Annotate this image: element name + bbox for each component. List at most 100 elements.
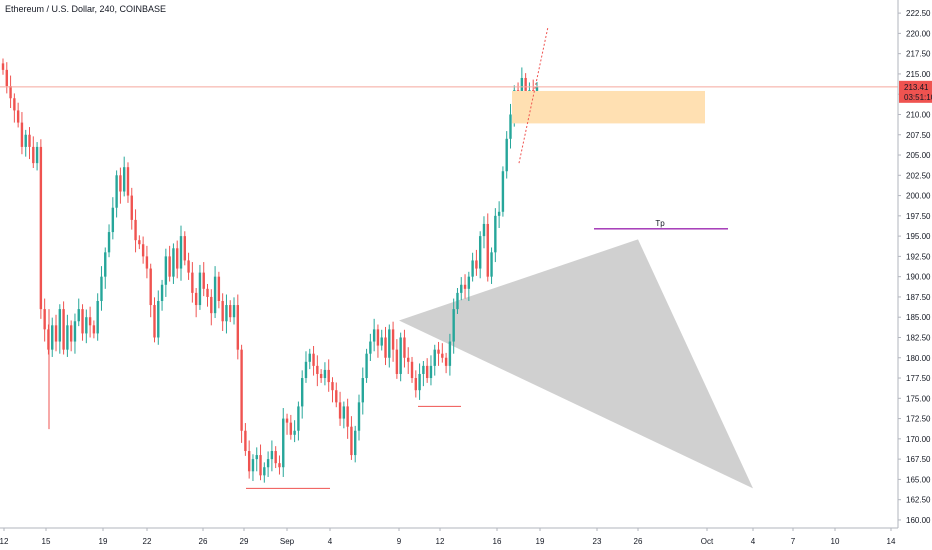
price-tick-label: 185.00 bbox=[906, 313, 931, 322]
candle-body bbox=[232, 305, 236, 318]
candle-body bbox=[240, 349, 243, 431]
candle bbox=[73, 313, 77, 354]
candle bbox=[251, 454, 255, 482]
candle bbox=[407, 347, 410, 374]
price-tick-label: 217.50 bbox=[906, 50, 931, 59]
candle-body bbox=[289, 422, 293, 435]
candle-body bbox=[372, 329, 376, 342]
candle bbox=[448, 333, 452, 376]
candle-body bbox=[35, 146, 39, 164]
candle bbox=[437, 341, 440, 366]
time-tick-label: 4 bbox=[328, 537, 333, 546]
candle bbox=[51, 317, 54, 357]
candle-body bbox=[335, 390, 338, 403]
candle-body bbox=[380, 337, 383, 346]
candle bbox=[338, 391, 342, 426]
time-tick-label: 23 bbox=[593, 537, 602, 546]
candle bbox=[433, 344, 436, 376]
candle bbox=[210, 289, 213, 326]
candle bbox=[478, 231, 482, 279]
price-tick-label: 195.00 bbox=[906, 232, 931, 241]
candle-body bbox=[134, 219, 137, 241]
price-tick-label: 180.00 bbox=[906, 354, 931, 363]
candle-body bbox=[221, 300, 224, 322]
candle-body bbox=[463, 284, 467, 289]
candle-body bbox=[441, 353, 444, 358]
candle bbox=[323, 362, 327, 386]
candle bbox=[24, 129, 27, 157]
candle bbox=[312, 345, 315, 376]
candle bbox=[266, 451, 270, 477]
price-tick-label: 165.00 bbox=[906, 475, 931, 484]
candle bbox=[153, 297, 156, 343]
price-tick-label: 162.50 bbox=[906, 496, 931, 505]
plot-area[interactable] bbox=[1, 58, 753, 521]
candle-body bbox=[244, 430, 247, 452]
candle-body bbox=[39, 146, 43, 310]
candle-body bbox=[1, 63, 5, 70]
candle-body bbox=[13, 98, 16, 111]
candle bbox=[213, 266, 217, 319]
candle-body bbox=[179, 236, 183, 269]
price-tick-label: 215.00 bbox=[906, 70, 931, 79]
time-tick-label: 16 bbox=[493, 537, 502, 546]
candle-body bbox=[126, 167, 130, 196]
time-tick-label: 29 bbox=[240, 537, 249, 546]
candle-body bbox=[145, 256, 149, 269]
candle bbox=[240, 344, 243, 443]
candle bbox=[126, 162, 130, 203]
candle bbox=[414, 370, 418, 398]
candle-body bbox=[111, 207, 115, 233]
candle-body bbox=[535, 86, 539, 95]
candle bbox=[444, 352, 448, 374]
time-tick-label: 9 bbox=[397, 537, 402, 546]
candle-body bbox=[497, 211, 501, 216]
candle-body bbox=[107, 232, 111, 253]
candle-body bbox=[369, 341, 372, 354]
time-tick-label: 10 bbox=[831, 537, 840, 546]
candle bbox=[194, 288, 198, 318]
candle-body bbox=[119, 175, 122, 192]
chart-title: Ethereum / U.S. Dollar, 240, COINBASE bbox=[5, 4, 167, 14]
candle-body bbox=[100, 276, 103, 301]
candle-body bbox=[210, 296, 213, 314]
candle-body bbox=[16, 110, 20, 123]
candle bbox=[441, 343, 444, 363]
candle-body bbox=[213, 276, 217, 314]
candle-body bbox=[365, 353, 368, 379]
candle-body bbox=[47, 329, 50, 350]
candle bbox=[160, 279, 164, 311]
candle-body bbox=[9, 86, 12, 99]
candle-body bbox=[418, 373, 421, 391]
candle bbox=[54, 314, 58, 352]
price-tick-label: 202.50 bbox=[906, 171, 931, 180]
candle bbox=[221, 293, 224, 331]
candle bbox=[425, 358, 429, 383]
price-tick-label: 175.00 bbox=[906, 394, 931, 403]
candle bbox=[96, 293, 99, 341]
current-price-badge bbox=[899, 80, 932, 103]
candle bbox=[335, 382, 338, 408]
candle-body bbox=[5, 69, 8, 87]
tp-label: Tp bbox=[655, 219, 665, 228]
candle bbox=[497, 201, 501, 229]
candle-body bbox=[255, 455, 258, 460]
candle bbox=[422, 361, 425, 387]
candle bbox=[92, 320, 96, 339]
time-axis[interactable]: 12 15 19 22 26 29 Sep 4 9 12 16 19 23 26 Oct 4 7 10 14 bbox=[0, 527, 898, 546]
candle bbox=[232, 297, 236, 325]
price-tick-label: 207.50 bbox=[906, 131, 931, 140]
time-tick-label: Oct bbox=[701, 537, 714, 546]
drawings-layer: Tp bbox=[0, 26, 898, 489]
price-axis[interactable]: 222.50220.00217.50215.00212.50210.00207.… bbox=[897, 0, 932, 528]
candle bbox=[35, 142, 39, 171]
candle-body bbox=[395, 349, 399, 374]
candle-body bbox=[293, 430, 296, 435]
candle bbox=[9, 75, 12, 108]
countdown-label: 03:51:10 bbox=[904, 93, 932, 102]
candle bbox=[350, 416, 353, 460]
candle bbox=[505, 131, 508, 179]
candle bbox=[13, 93, 16, 123]
candle bbox=[122, 156, 126, 197]
